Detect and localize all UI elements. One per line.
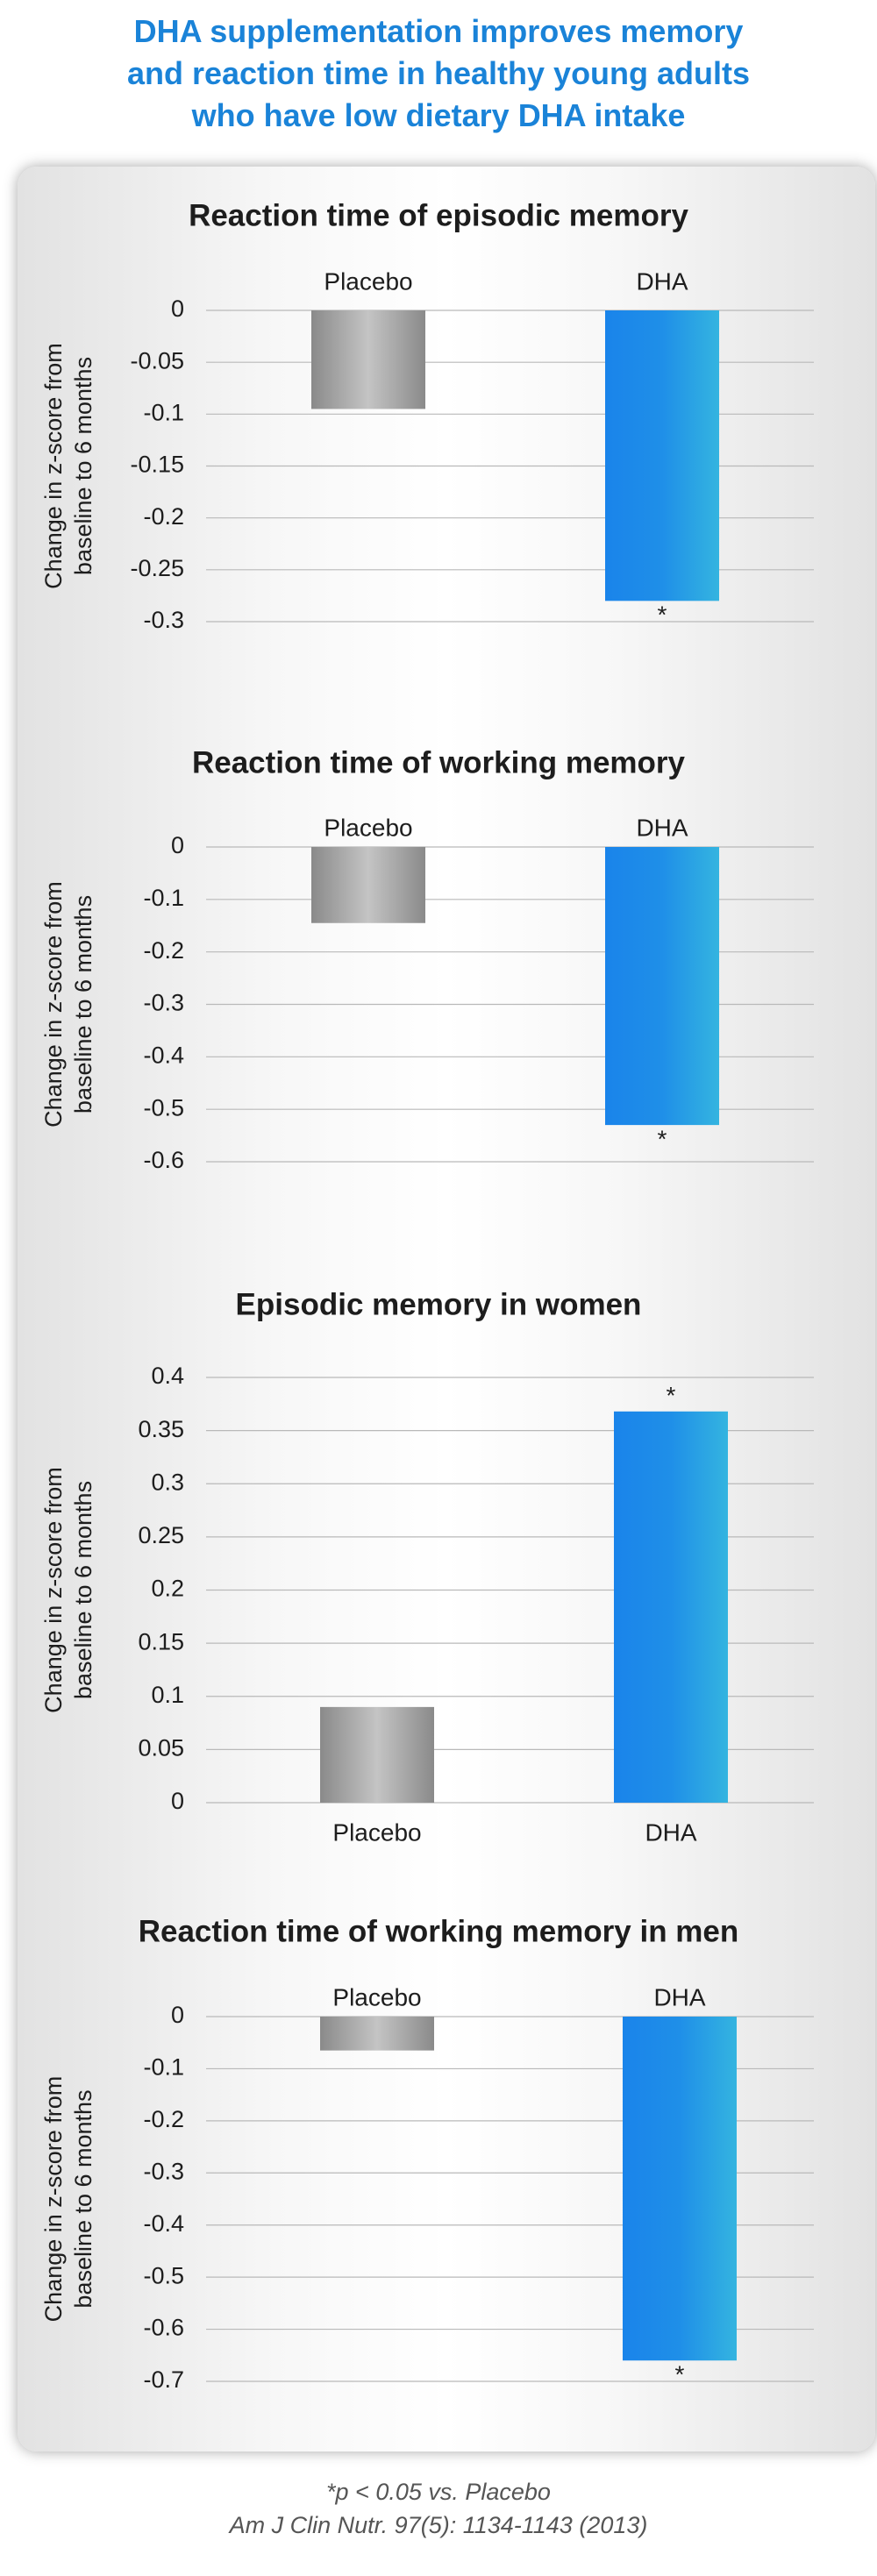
y-tick-label: 0.3 bbox=[151, 1469, 184, 1495]
y-tick-label: 0.1 bbox=[151, 1682, 184, 1708]
footnote: *p < 0.05 vs. Placebo bbox=[326, 2479, 551, 2505]
y-tick-label: 0.35 bbox=[138, 1416, 184, 1442]
y-tick-label: -0.5 bbox=[143, 1094, 184, 1121]
y-axis-label-line: Change in z-score from bbox=[40, 1467, 67, 1713]
y-tick-label: -0.1 bbox=[143, 399, 184, 425]
significance-marker: * bbox=[658, 601, 667, 629]
y-axis-label-line: Change in z-score from bbox=[40, 343, 67, 589]
y-tick-label: -0.7 bbox=[143, 2366, 184, 2393]
y-axis-label-line: baseline to 6 months bbox=[70, 1481, 96, 1699]
bar-placebo bbox=[311, 310, 425, 409]
y-tick-label: 0 bbox=[171, 1788, 184, 1814]
category-label: DHA bbox=[645, 1818, 696, 1846]
y-axis-label-line: baseline to 6 months bbox=[70, 895, 96, 1114]
y-tick-label: 0.05 bbox=[138, 1735, 184, 1761]
category-label: DHA bbox=[653, 1983, 705, 2010]
significance-marker: * bbox=[667, 1382, 676, 1409]
bar-placebo bbox=[320, 1706, 434, 1803]
bar-dha bbox=[614, 1411, 728, 1803]
y-tick-label: 0.25 bbox=[138, 1522, 184, 1548]
y-tick-label: -0.2 bbox=[143, 937, 184, 964]
bar-placebo bbox=[311, 847, 425, 923]
y-tick-label: -0.1 bbox=[143, 2054, 184, 2081]
category-label: Placebo bbox=[324, 814, 412, 841]
chart-title: Reaction time of episodic memory bbox=[189, 198, 688, 232]
chart-title: Episodic memory in women bbox=[236, 1287, 642, 1321]
y-tick-label: -0.6 bbox=[143, 2315, 184, 2341]
chart-title: Reaction time of working memory bbox=[192, 745, 686, 779]
y-tick-label: -0.4 bbox=[143, 1042, 184, 1068]
y-tick-label: 0.2 bbox=[151, 1576, 184, 1602]
page-title-line: DHA supplementation improves memory bbox=[133, 13, 744, 49]
category-label: Placebo bbox=[332, 1983, 421, 2010]
y-axis-label-line: Change in z-score from bbox=[40, 2076, 67, 2323]
bar-placebo bbox=[320, 2017, 434, 2051]
y-tick-label: 0 bbox=[171, 832, 184, 858]
footer: *p < 0.05 vs. Placebo Am J Clin Nutr. 97… bbox=[0, 2475, 877, 2542]
y-tick-label: -0.15 bbox=[130, 452, 184, 478]
page-title-line: who have low dietary DHA intake bbox=[191, 97, 686, 133]
y-tick-label: -0.6 bbox=[143, 1147, 184, 1173]
y-axis-label: Change in z-score from baseline to 6 mont… bbox=[40, 881, 96, 1128]
y-axis-label-line: baseline to 6 months bbox=[70, 357, 96, 575]
y-tick-label: -0.5 bbox=[143, 2262, 184, 2288]
y-axis-label-line: baseline to 6 months bbox=[70, 2089, 96, 2308]
page-title-line: and reaction time in healthy young adult… bbox=[126, 55, 751, 91]
significance-marker: * bbox=[675, 2361, 685, 2388]
y-axis-label: Change in z-score from baseline to 6 mont… bbox=[40, 2076, 96, 2323]
y-tick-label: -0.25 bbox=[130, 555, 184, 581]
bar-dha bbox=[605, 847, 719, 1126]
category-label: DHA bbox=[636, 814, 688, 841]
y-tick-label: -0.2 bbox=[143, 503, 184, 530]
y-tick-label: 0.4 bbox=[151, 1363, 184, 1389]
y-tick-label: -0.05 bbox=[130, 347, 184, 374]
y-tick-label: 0 bbox=[171, 295, 184, 322]
y-tick-label: -0.4 bbox=[143, 2210, 184, 2237]
y-tick-label: -0.2 bbox=[143, 2106, 184, 2132]
y-axis-label: Change in z-score from baseline to 6 mont… bbox=[40, 1467, 96, 1713]
bar-dha bbox=[605, 310, 719, 601]
category-label: Placebo bbox=[332, 1818, 421, 1846]
y-axis-label: Change in z-score from baseline to 6 mont… bbox=[40, 343, 96, 589]
y-tick-label: 0.15 bbox=[138, 1628, 184, 1654]
y-tick-label: 0 bbox=[171, 2002, 184, 2028]
y-tick-label: -0.3 bbox=[143, 990, 184, 1016]
y-tick-label: -0.3 bbox=[143, 607, 184, 633]
category-label: Placebo bbox=[324, 267, 412, 295]
y-tick-label: -0.3 bbox=[143, 2158, 184, 2184]
category-label: DHA bbox=[636, 267, 688, 295]
citation: Am J Clin Nutr. 97(5): 1134-1143 (2013) bbox=[229, 2512, 648, 2538]
chart-title: Reaction time of working memory in men bbox=[139, 1914, 739, 1948]
significance-marker: * bbox=[658, 1126, 667, 1153]
y-tick-label: -0.1 bbox=[143, 885, 184, 911]
y-axis-label-line: Change in z-score from bbox=[40, 881, 67, 1128]
bar-dha bbox=[623, 2017, 737, 2361]
page-title: DHA supplementation improves memory and … bbox=[0, 11, 877, 137]
